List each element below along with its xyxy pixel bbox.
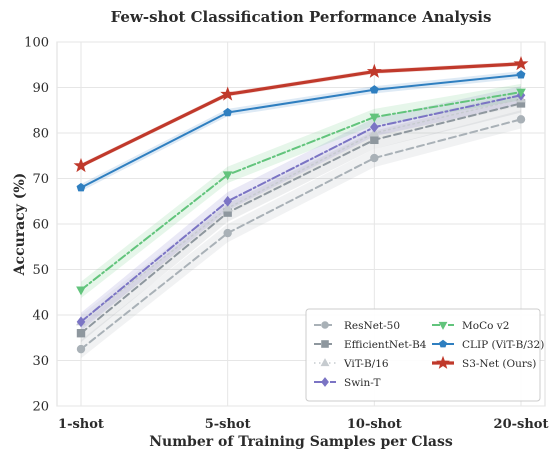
series-line	[79, 62, 523, 168]
legend-label: Swin-T	[344, 377, 380, 389]
data-point	[220, 86, 236, 101]
x-tick-label: 10-shot	[347, 417, 402, 432]
legend-marker	[321, 321, 329, 329]
legend: ResNet-50 EfficientNet-B4 ViT-B/16 Swin-T Mo…	[305, 308, 544, 402]
legend-label: S3-Net (Ours)	[462, 358, 536, 370]
y-tick-label: 80	[32, 127, 49, 142]
series-line	[80, 102, 522, 335]
x-tick-label: 20-shot	[494, 417, 549, 432]
legend-label: MoCo v2	[462, 320, 509, 332]
x-tick-label: 1-shot	[58, 417, 104, 432]
data-point	[76, 316, 86, 328]
legend-label: EfficientNet-B4	[344, 339, 427, 351]
y-tick-label: 100	[24, 36, 49, 51]
y-tick-label: 40	[32, 309, 49, 324]
y-axis-label: Accuracy (%)	[12, 173, 28, 277]
x-tick-label: 5-shot	[205, 417, 251, 432]
data-point	[76, 344, 86, 354]
y-tick-label: 20	[32, 400, 49, 415]
data-point	[370, 135, 379, 145]
legend-label: CLIP (ViT-B/32)	[462, 339, 544, 351]
series-line	[80, 73, 522, 189]
data-point	[222, 202, 233, 212]
series-line	[80, 118, 522, 351]
legend-label: ResNet-50	[344, 320, 400, 332]
legend-box	[305, 308, 541, 402]
confidence-band	[81, 86, 521, 331]
data-point	[76, 182, 86, 192]
data-point	[222, 171, 233, 181]
confidence-band	[81, 110, 521, 359]
data-point	[76, 286, 86, 296]
series-lines	[79, 62, 523, 351]
grid-layer	[56, 41, 546, 407]
legend-marker	[320, 358, 330, 367]
data-point	[366, 63, 382, 78]
legend-marker	[321, 377, 329, 387]
series-markers	[73, 56, 529, 354]
legend-marker	[438, 339, 448, 348]
data-point	[369, 113, 380, 123]
data-point	[513, 56, 529, 71]
confidence-band	[81, 92, 521, 329]
x-axis-label: Number of Training Samples per Class	[149, 434, 453, 450]
data-point	[370, 153, 379, 163]
data-point	[73, 157, 89, 173]
legend-label: ViT-B/16	[343, 358, 389, 370]
series-line	[80, 98, 522, 323]
series-line	[80, 94, 522, 323]
data-point	[223, 107, 233, 117]
data-point	[370, 121, 379, 133]
data-point	[516, 70, 526, 79]
data-point	[369, 85, 379, 94]
legend-marker	[438, 321, 448, 330]
legend-marker	[436, 355, 450, 369]
axis-ticks: 20 30 40 50 60 70 80 90 100 1-shot 5-shot 10-shot 20…	[24, 36, 548, 433]
legend-marker	[321, 340, 329, 348]
y-tick-label: 60	[32, 218, 49, 233]
y-tick-label: 70	[32, 172, 49, 187]
y-tick-label: 30	[32, 354, 49, 369]
data-point	[223, 195, 232, 207]
confidence-band	[81, 94, 521, 343]
data-point	[516, 88, 526, 98]
data-point	[76, 328, 86, 338]
y-tick-label: 90	[32, 81, 49, 96]
series-line	[80, 91, 522, 291]
data-point	[516, 115, 526, 124]
data-point	[223, 228, 232, 238]
chart-title: Few-shot Classification Performance Anal…	[111, 8, 492, 26]
y-tick-label: 50	[32, 263, 49, 278]
